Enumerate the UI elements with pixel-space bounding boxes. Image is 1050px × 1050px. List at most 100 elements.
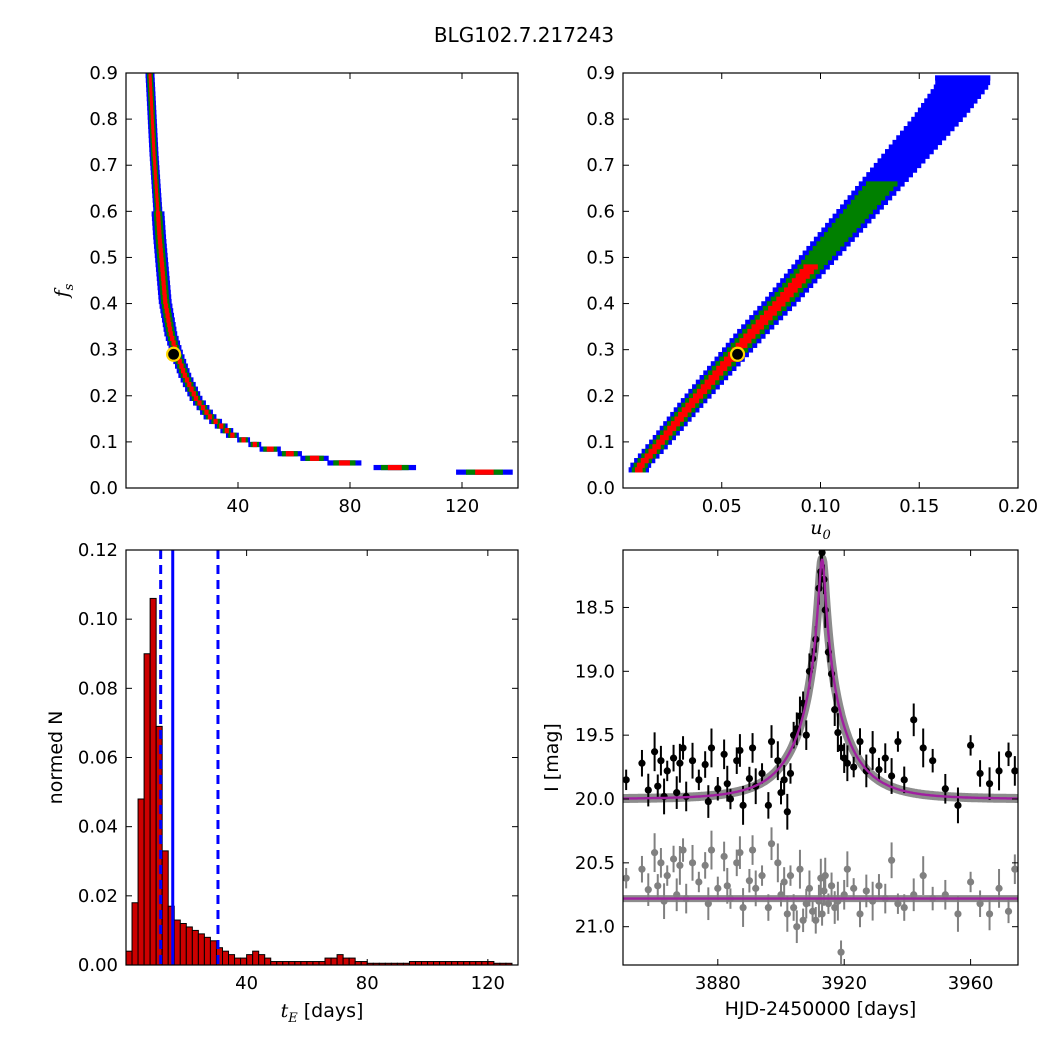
x-tick-label: 40 — [227, 496, 250, 517]
residual-point — [745, 877, 754, 885]
region-inner-cell — [159, 262, 165, 268]
region-inner-cell — [723, 356, 736, 362]
data-point — [894, 737, 902, 746]
region-inner-cell — [191, 391, 196, 397]
region-inner-cell — [151, 137, 155, 143]
region-inner-cell — [181, 368, 186, 374]
region-outer-cell — [927, 93, 982, 99]
residual-point — [821, 872, 829, 880]
region-inner-cell — [689, 398, 700, 404]
y-tick-label: 19.0 — [575, 661, 615, 682]
residual-point — [695, 878, 703, 886]
region-inner-cell — [193, 395, 199, 401]
y-tick-label: 0.1 — [89, 432, 118, 453]
data-point — [726, 795, 735, 803]
region-inner-cell — [692, 393, 704, 399]
region-mid-cell — [850, 199, 882, 206]
residual-point — [654, 882, 662, 890]
data-point — [736, 746, 744, 755]
data-point — [967, 741, 975, 749]
histogram-bar — [330, 957, 338, 965]
data-point — [1004, 750, 1013, 758]
region-inner-cell — [636, 462, 645, 468]
residual-point — [856, 910, 864, 918]
region-inner-cell — [150, 119, 154, 125]
residual-point — [704, 900, 712, 908]
residual-point — [837, 948, 845, 956]
histogram-bar — [161, 850, 169, 965]
residual-point — [638, 865, 646, 873]
data-point — [831, 706, 839, 714]
region-inner-cell — [160, 271, 165, 277]
data-point — [758, 769, 766, 778]
x-tick-label: 0.10 — [800, 496, 840, 517]
region-inner-cell — [162, 294, 167, 300]
region-inner-cell — [162, 289, 167, 295]
residual-point — [673, 891, 681, 899]
region-inner-cell — [207, 414, 213, 420]
best-fit-marker — [166, 346, 182, 362]
region-inner-cell — [716, 365, 728, 372]
region-outer-cell — [903, 126, 955, 132]
y-tick-label: 20.5 — [575, 853, 615, 874]
region-inner-cell — [634, 467, 643, 473]
region-inner-cell — [219, 423, 224, 429]
region-inner-cell — [739, 338, 752, 344]
residual-point — [733, 859, 741, 867]
x-axis-label: HJD-2450000 [days] — [725, 998, 917, 1020]
data-point — [780, 776, 788, 784]
region-inner-cell — [156, 206, 160, 212]
data-point — [900, 776, 908, 784]
region-inner-cell — [678, 411, 688, 418]
data-point — [856, 737, 864, 746]
region-inner-cell — [387, 464, 402, 471]
region-inner-cell — [153, 169, 157, 176]
x-axis-label: tE [days] — [281, 1000, 364, 1026]
data-point — [995, 767, 1003, 775]
y-tick-label: 0.5 — [89, 247, 118, 268]
region-outer-cell — [935, 79, 991, 86]
data-point — [818, 550, 826, 557]
y-tick-label: 0.6 — [89, 201, 118, 222]
residual-point — [783, 910, 791, 918]
x-tick-label: 0.05 — [702, 496, 742, 517]
data-point — [679, 744, 687, 752]
residual-point — [802, 900, 810, 908]
histogram-bar — [126, 950, 133, 965]
region-inner-cell — [685, 402, 696, 408]
region-inner-cell — [338, 460, 350, 466]
histogram-bar — [131, 902, 139, 965]
region-inner-cell — [755, 319, 769, 325]
histogram-bar — [185, 926, 193, 965]
residual-point — [688, 859, 697, 867]
region-inner-cell — [150, 105, 154, 111]
data-point — [1011, 767, 1018, 775]
region-outer-cell — [866, 172, 913, 178]
region-inner-cell — [179, 363, 184, 369]
region-inner-cell — [475, 469, 494, 475]
region-inner-cell — [151, 123, 155, 129]
data-point — [704, 797, 712, 806]
region-outer-cell — [907, 121, 959, 127]
residual-point — [707, 846, 716, 854]
region-inner-cell — [150, 109, 154, 116]
histogram-bar — [228, 954, 236, 965]
region-inner-cell — [165, 312, 170, 318]
data-point — [707, 744, 716, 752]
histogram-bar — [264, 957, 272, 965]
y-tick-label: 0.4 — [89, 294, 118, 315]
region-inner-cell — [151, 128, 155, 134]
residual-point — [875, 882, 883, 890]
region-inner-cell — [151, 132, 155, 139]
region-inner-cell — [751, 324, 764, 330]
y-tick-label: 0.4 — [586, 294, 615, 315]
y-tick-label: 0.2 — [586, 386, 615, 407]
residual-point — [676, 861, 684, 870]
data-point — [802, 731, 810, 739]
region-inner-cell — [156, 215, 161, 222]
data-point — [834, 729, 842, 737]
y-tick-label: 0.3 — [586, 340, 615, 361]
region-mid-cell — [865, 181, 898, 187]
region-inner-cell — [149, 82, 153, 88]
y-tick-label: 0.7 — [89, 155, 118, 176]
